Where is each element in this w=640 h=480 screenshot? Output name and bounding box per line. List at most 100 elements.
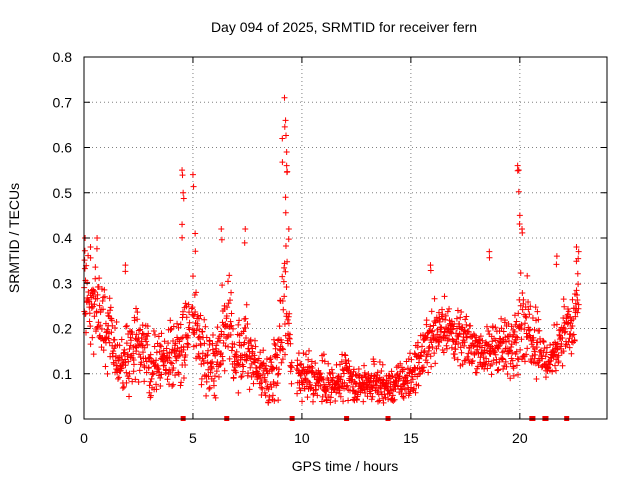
data-point [247, 364, 254, 371]
data-point [553, 346, 560, 353]
data-point [343, 383, 350, 390]
data-point [135, 327, 142, 334]
data-point [282, 194, 289, 201]
data-point [558, 341, 565, 347]
data-point [574, 270, 581, 277]
data-point [459, 361, 466, 368]
data-point [201, 316, 208, 323]
data-point [525, 298, 532, 305]
data-point [500, 328, 507, 335]
data-point [220, 339, 227, 346]
data-point [451, 351, 458, 358]
data-point [212, 394, 219, 401]
data-point [433, 314, 440, 321]
data-point [143, 338, 150, 345]
data-point [221, 302, 228, 309]
data-point [137, 326, 144, 333]
data-point [408, 373, 415, 380]
data-point [516, 212, 523, 219]
y-tick-label: 0.2 [53, 321, 73, 337]
data-point [218, 225, 225, 232]
data-point [334, 377, 341, 384]
data-point [409, 376, 416, 383]
data-point [272, 342, 279, 349]
y-tick-label: 0.7 [53, 94, 73, 110]
data-point [141, 344, 148, 351]
data-point [211, 373, 218, 380]
data-point [254, 376, 261, 383]
data-point [218, 360, 225, 367]
data-point [376, 397, 383, 404]
data-point [134, 309, 141, 316]
data-point [500, 365, 507, 372]
data-point [203, 392, 210, 399]
data-point [110, 348, 117, 355]
data-point [535, 316, 542, 323]
data-point [268, 384, 275, 391]
data-point [509, 357, 516, 364]
data-point [277, 336, 284, 343]
data-point [465, 329, 472, 336]
data-point [419, 367, 426, 374]
data-point [523, 351, 530, 358]
data-point [488, 361, 495, 368]
data-point [575, 301, 582, 308]
data-point [431, 350, 438, 357]
data-point [340, 370, 347, 377]
data-point [551, 351, 558, 358]
data-point [495, 366, 502, 373]
data-point [428, 308, 435, 315]
data-point [219, 282, 226, 289]
data-point [281, 123, 288, 130]
data-point [503, 338, 510, 345]
data-point [309, 365, 316, 372]
data-point [508, 323, 515, 330]
data-point [139, 330, 146, 337]
data-point [378, 388, 385, 395]
data-point [189, 171, 196, 178]
data-point [185, 341, 192, 348]
data-point [294, 362, 301, 369]
data-point [123, 340, 130, 347]
data-point [424, 359, 431, 366]
data-point [461, 342, 468, 349]
x-tick-label: 10 [294, 430, 310, 446]
data-point [282, 242, 289, 249]
data-point [463, 313, 470, 320]
data-point [484, 365, 491, 372]
data-point [455, 340, 462, 347]
data-point [101, 293, 108, 300]
data-point [136, 351, 143, 358]
data-point [323, 397, 330, 404]
data-point [226, 272, 233, 279]
data-point [461, 339, 468, 346]
data-point [274, 337, 281, 344]
data-point [569, 322, 576, 329]
data-point [498, 325, 505, 332]
data-point [379, 361, 386, 368]
data-point [300, 350, 307, 357]
data-point [91, 301, 98, 308]
data-point [312, 360, 319, 367]
data-point [338, 373, 345, 380]
data-point [478, 344, 485, 351]
data-point [454, 307, 461, 314]
data-point [116, 374, 123, 381]
data-point [510, 365, 517, 372]
data-point [562, 328, 569, 335]
data-point [398, 390, 405, 397]
data-point [519, 289, 526, 296]
data-point [508, 344, 515, 351]
data-point [190, 183, 197, 190]
data-point [93, 245, 100, 252]
data-point [520, 296, 527, 303]
data-point [360, 398, 367, 405]
data-point [95, 283, 102, 290]
data-point [192, 308, 199, 315]
data-point [268, 359, 275, 366]
data-point [400, 381, 407, 388]
data-point [242, 225, 249, 232]
data-point [124, 351, 131, 358]
data-point [428, 339, 435, 346]
data-point [87, 254, 94, 261]
